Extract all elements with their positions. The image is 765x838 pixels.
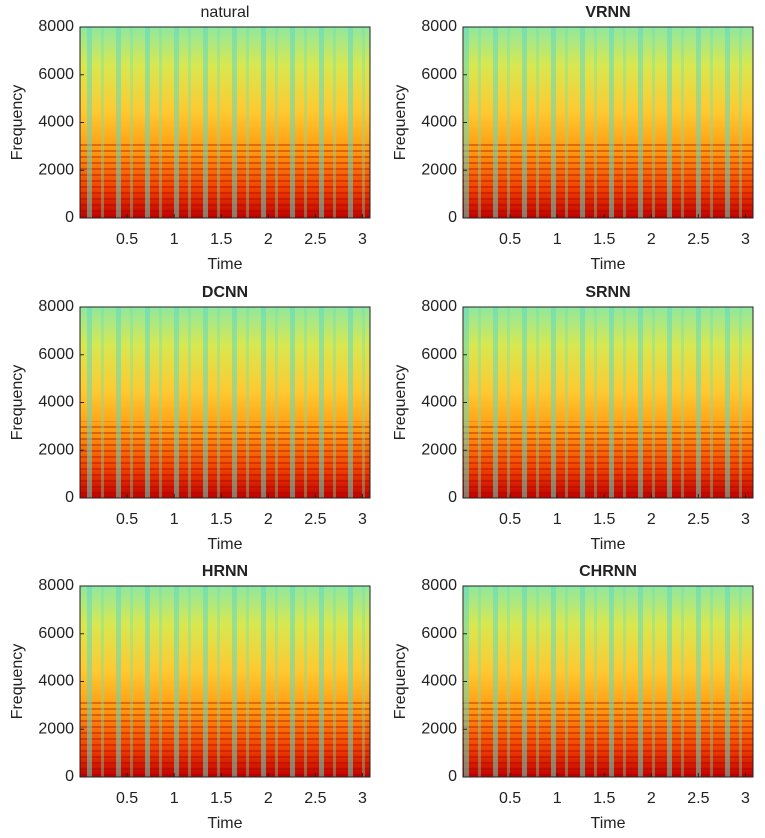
y-tick-label: 8000 (421, 298, 457, 315)
x-tick-label: 1 (553, 231, 562, 248)
y-axis-label: Frequency (9, 644, 26, 720)
chart-title: HRNN (202, 563, 248, 580)
x-tick-label: 3 (358, 231, 367, 248)
x-tick-label: 1.5 (593, 790, 615, 807)
spectrogram-gaps (80, 586, 370, 777)
chart-title: VRNN (585, 4, 630, 21)
y-tick-label: 8000 (421, 577, 457, 594)
y-tick-label: 2000 (421, 161, 457, 178)
y-axis-label: Frequency (9, 365, 26, 441)
x-tick-label: 2.5 (304, 790, 326, 807)
x-tick-label: 3 (358, 511, 367, 528)
x-tick-label: 0.5 (116, 231, 138, 248)
x-tick-label: 0.5 (499, 511, 521, 528)
y-tick-label: 6000 (38, 625, 74, 642)
spectrogram-gaps (463, 27, 753, 218)
chart-title: DCNN (202, 284, 248, 301)
x-tick-label: 1.5 (210, 790, 232, 807)
spectrogram-gaps (80, 27, 370, 218)
spectrogram-gaps (463, 307, 753, 498)
x-tick-label: 1.5 (210, 231, 232, 248)
x-tick-label: 2.5 (304, 511, 326, 528)
x-tick-label: 1.5 (593, 231, 615, 248)
x-tick-label: 2 (264, 790, 273, 807)
spectrogram-gaps (80, 307, 370, 498)
chart-title: CHRNN (579, 563, 637, 580)
y-axis-label: Frequency (392, 85, 409, 161)
y-tick-label: 8000 (421, 18, 457, 35)
x-tick-label: 0.5 (116, 790, 138, 807)
y-axis-label: Frequency (392, 644, 409, 720)
x-tick-label: 0.5 (499, 790, 521, 807)
y-tick-label: 4000 (38, 673, 74, 690)
x-tick-label: 2 (264, 511, 273, 528)
y-tick-label: 2000 (421, 441, 457, 458)
y-tick-label: 4000 (421, 394, 457, 411)
x-tick-label: 2 (647, 511, 656, 528)
y-tick-label: 2000 (38, 720, 74, 737)
x-tick-label: 1 (553, 790, 562, 807)
x-tick-label: 3 (741, 790, 750, 807)
y-tick-label: 6000 (421, 625, 457, 642)
y-tick-label: 0 (448, 489, 457, 506)
x-tick-label: 1.5 (593, 511, 615, 528)
x-axis-label: Time (208, 536, 243, 553)
y-tick-label: 0 (448, 209, 457, 226)
x-tick-label: 2 (264, 231, 273, 248)
x-axis-label: Time (208, 256, 243, 273)
chart-title: natural (201, 4, 250, 21)
x-tick-label: 3 (741, 511, 750, 528)
y-tick-label: 2000 (38, 441, 74, 458)
y-tick-label: 6000 (38, 66, 74, 83)
x-tick-label: 2.5 (687, 231, 709, 248)
y-tick-label: 4000 (38, 114, 74, 131)
y-tick-label: 2000 (38, 161, 74, 178)
x-tick-label: 1 (170, 790, 179, 807)
x-tick-label: 1 (553, 511, 562, 528)
spectrogram-gaps (463, 586, 753, 777)
y-tick-label: 0 (448, 768, 457, 785)
x-tick-label: 1 (170, 511, 179, 528)
x-tick-label: 2 (647, 231, 656, 248)
x-tick-label: 0.5 (116, 511, 138, 528)
x-tick-label: 3 (358, 790, 367, 807)
y-tick-label: 2000 (421, 720, 457, 737)
y-tick-label: 8000 (38, 577, 74, 594)
x-tick-label: 2.5 (687, 790, 709, 807)
x-tick-label: 2.5 (687, 511, 709, 528)
x-tick-label: 2 (647, 790, 656, 807)
y-tick-label: 8000 (38, 18, 74, 35)
x-tick-label: 2.5 (304, 231, 326, 248)
y-tick-label: 6000 (38, 346, 74, 363)
y-tick-label: 4000 (38, 394, 74, 411)
y-tick-label: 6000 (421, 346, 457, 363)
y-tick-label: 4000 (421, 114, 457, 131)
x-tick-label: 1 (170, 231, 179, 248)
y-tick-label: 0 (65, 209, 74, 226)
y-tick-label: 4000 (421, 673, 457, 690)
x-tick-label: 1.5 (210, 511, 232, 528)
x-tick-label: 0.5 (499, 231, 521, 248)
y-tick-label: 0 (65, 489, 74, 506)
x-axis-label: Time (591, 256, 626, 273)
chart-title: SRNN (585, 284, 630, 301)
y-axis-label: Frequency (392, 365, 409, 441)
x-tick-label: 3 (741, 231, 750, 248)
x-axis-label: Time (591, 815, 626, 832)
x-axis-label: Time (591, 536, 626, 553)
x-axis-label: Time (208, 815, 243, 832)
y-axis-label: Frequency (9, 85, 26, 161)
y-tick-label: 0 (65, 768, 74, 785)
y-tick-label: 6000 (421, 66, 457, 83)
y-tick-label: 8000 (38, 298, 74, 315)
